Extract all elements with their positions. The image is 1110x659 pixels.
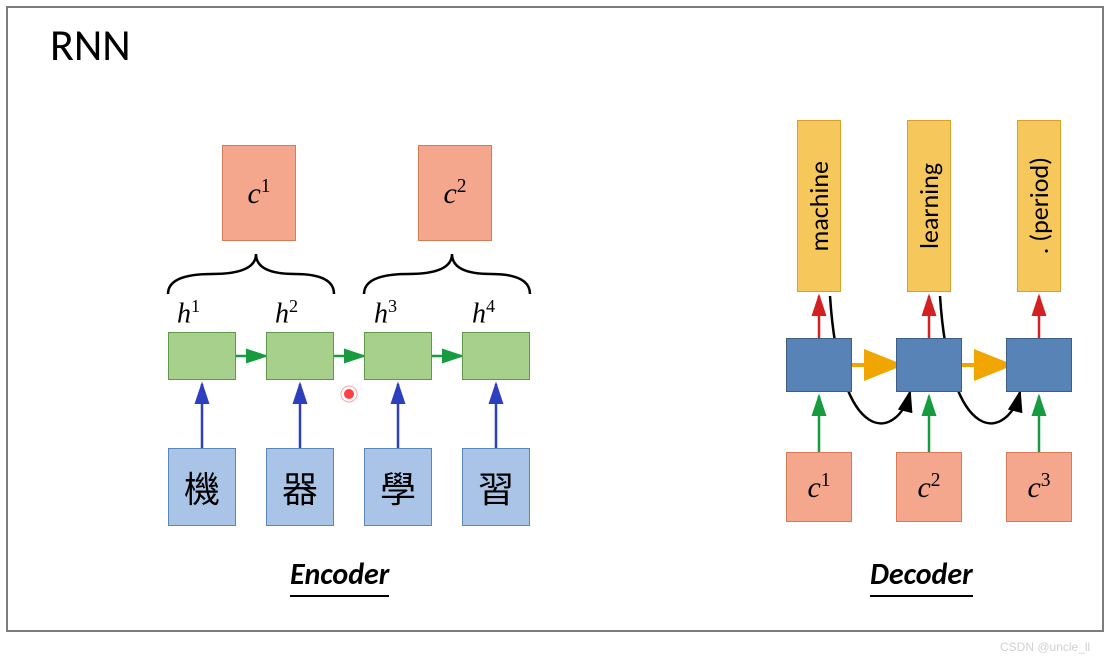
encoder-c-box-c2: c2 [418, 145, 492, 241]
decoder-output-box-1: learning [907, 120, 951, 292]
slide-frame [6, 6, 1104, 632]
encoder-hidden-box-3 [462, 332, 530, 380]
encoder-input-box-1: 器 [266, 448, 334, 526]
decoder-state-box-1 [896, 338, 962, 392]
decoder-label: Decoder [870, 556, 973, 597]
encoder-input-box-3: 習 [462, 448, 530, 526]
encoder-h-label-h4: h4 [472, 296, 495, 330]
encoder-input-box-2: 學 [364, 448, 432, 526]
encoder-input-box-0: 機 [168, 448, 236, 526]
encoder-label: Encoder [290, 556, 389, 597]
decoder-state-box-0 [786, 338, 852, 392]
slide-title: RNN [50, 18, 131, 72]
encoder-hidden-box-2 [364, 332, 432, 380]
decoder-context-box-2: c3 [1006, 452, 1072, 522]
decoder-context-box-0: c1 [786, 452, 852, 522]
encoder-h-label-h2: h2 [275, 296, 298, 330]
encoder-c-box-c1: c1 [222, 145, 296, 241]
encoder-h-label-h3: h3 [374, 296, 397, 330]
decoder-context-box-1: c2 [896, 452, 962, 522]
encoder-hidden-box-0 [168, 332, 236, 380]
encoder-h-label-h1: h1 [177, 296, 200, 330]
decoder-output-box-0: machine [797, 120, 841, 292]
decoder-state-box-2 [1006, 338, 1072, 392]
decoder-output-box-2: . (period) [1017, 120, 1061, 292]
encoder-hidden-box-1 [266, 332, 334, 380]
watermark: CSDN @uncle_ll [1000, 640, 1090, 654]
